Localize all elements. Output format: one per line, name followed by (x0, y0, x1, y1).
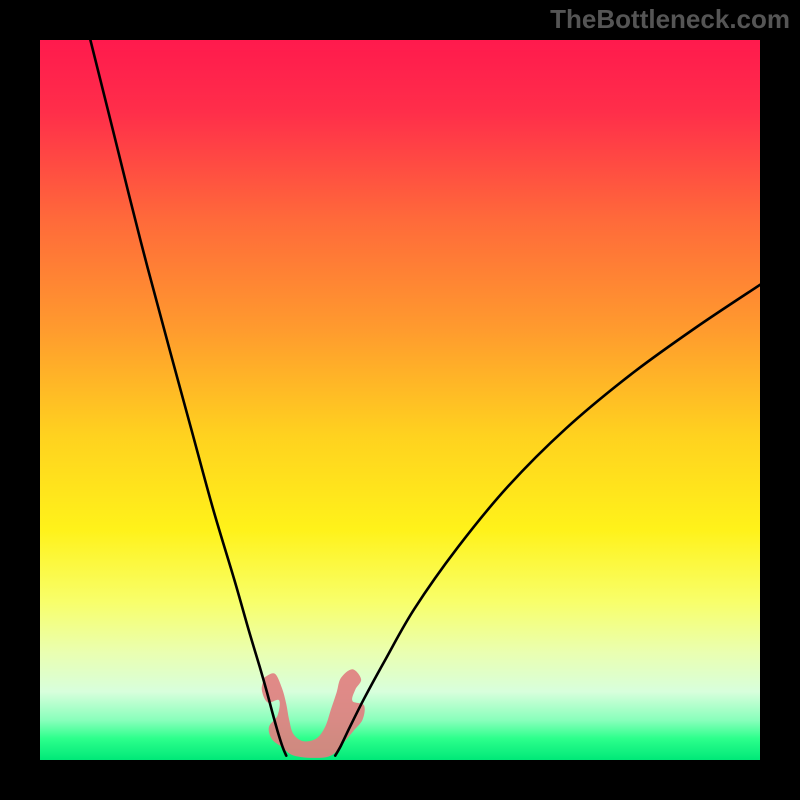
chart-svg (40, 40, 760, 760)
frame-bottom (0, 760, 800, 800)
frame-right (760, 0, 800, 800)
frame-left (0, 0, 40, 800)
optimal-zone-marker (262, 669, 365, 758)
bottleneck-curve-right (335, 285, 760, 756)
bottleneck-curve-left (90, 40, 286, 756)
chart-plot-area (40, 40, 760, 760)
watermark-text: TheBottleneck.com (550, 4, 790, 35)
